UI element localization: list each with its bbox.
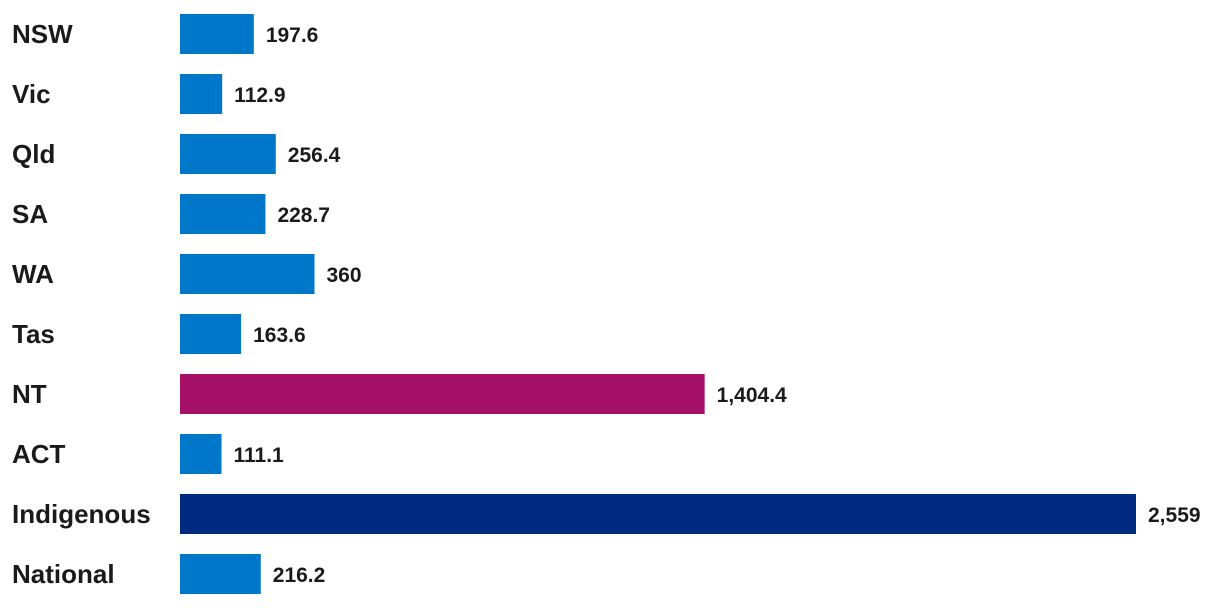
category-label-nt: NT xyxy=(12,379,47,409)
value-label-nt: 1,404.4 xyxy=(717,384,787,407)
category-label-act: ACT xyxy=(12,439,66,469)
category-label-nsw: NSW xyxy=(12,19,73,49)
bar-national xyxy=(180,554,261,594)
bar-vic xyxy=(180,74,223,114)
bar-act xyxy=(180,434,222,474)
bar-nt xyxy=(180,374,705,414)
bar-sa xyxy=(180,194,266,234)
value-label-vic: 112.9 xyxy=(234,84,285,107)
value-label-sa: 228.7 xyxy=(277,204,330,227)
value-label-indigenous: 2,559 xyxy=(1148,504,1201,527)
value-label-wa: 360 xyxy=(326,264,361,287)
bar-wa xyxy=(180,254,315,294)
category-label-vic: Vic xyxy=(12,79,51,109)
category-label-qld: Qld xyxy=(12,139,55,169)
category-label-wa: WA xyxy=(12,259,54,289)
category-label-tas: Tas xyxy=(12,319,55,349)
category-label-sa: SA xyxy=(12,199,48,229)
bar-nsw xyxy=(180,14,254,54)
value-label-act: 111.1 xyxy=(234,444,285,467)
value-label-nsw: 197.6 xyxy=(266,24,319,47)
value-label-qld: 256.4 xyxy=(288,144,341,167)
value-label-national: 216.2 xyxy=(273,564,326,587)
bar-tas xyxy=(180,314,242,354)
bar-indigenous xyxy=(180,494,1136,534)
value-label-tas: 163.6 xyxy=(253,324,306,347)
category-label-indigenous: Indigenous xyxy=(12,499,151,529)
bar-qld xyxy=(180,134,276,174)
category-label-national: National xyxy=(12,559,115,589)
